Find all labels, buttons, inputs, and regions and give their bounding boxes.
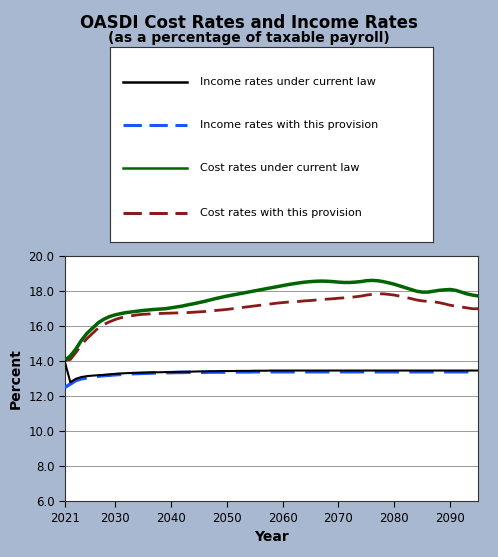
Y-axis label: Percent: Percent [8,348,22,409]
Text: Cost rates with this provision: Cost rates with this provision [200,208,362,218]
Text: Cost rates under current law: Cost rates under current law [200,163,360,173]
Text: (as a percentage of taxable payroll): (as a percentage of taxable payroll) [108,31,390,45]
Text: Income rates with this provision: Income rates with this provision [200,120,378,130]
Text: Income rates under current law: Income rates under current law [200,77,376,87]
X-axis label: Year: Year [254,530,289,544]
Text: OASDI Cost Rates and Income Rates: OASDI Cost Rates and Income Rates [80,14,418,32]
